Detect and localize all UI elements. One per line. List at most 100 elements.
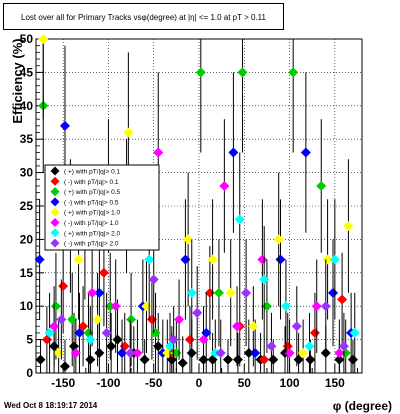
data-point [234, 214, 245, 225]
data-point [309, 327, 320, 338]
y-tick-label: 20 [20, 232, 34, 246]
data-point [165, 341, 176, 352]
legend-label: ( -) with pT/|q|> 0.1 [64, 179, 119, 186]
data-point [232, 354, 243, 365]
data-point [293, 354, 304, 365]
data-point [67, 314, 78, 325]
data-point [125, 347, 136, 358]
data-point [87, 287, 98, 298]
data-point [153, 147, 164, 158]
data-point [174, 314, 185, 325]
legend-marker [50, 187, 60, 197]
data-point [268, 354, 279, 365]
legend: ( +) with pT/|q|> 0.1 ( -) with pT/|q|> 0… [44, 164, 160, 251]
legend-label: ( -) with pT/|q|> 2.0 [64, 241, 119, 248]
legend-label: ( +) with pT/|q|> 2.0 [64, 230, 121, 237]
data-point [74, 327, 85, 338]
data-point [349, 327, 360, 338]
chart-title: Lost over all for Primary Tracks vsφ(deg… [3, 3, 284, 30]
data-point [123, 127, 134, 138]
data-point [186, 347, 197, 358]
data-point [232, 321, 243, 332]
data-point [50, 301, 61, 312]
legend-marker [50, 166, 60, 176]
timestamp: Wed Oct 8 18:19:17 2014 [4, 401, 98, 410]
data-point [311, 301, 322, 312]
series-2 [38, 39, 351, 373]
data-point [250, 347, 261, 358]
y-tick-label: 15 [20, 266, 34, 280]
data-point [259, 354, 270, 365]
data-point [304, 341, 315, 352]
y-tick-label: 45 [20, 65, 34, 79]
data-point [70, 347, 81, 358]
data-point [192, 307, 203, 318]
data-point [338, 341, 349, 352]
data-point [248, 321, 259, 332]
legend-marker [50, 197, 60, 207]
legend-label: ( +) with pT/|q|> 0.1 [64, 169, 121, 176]
data-point [59, 361, 70, 372]
data-point [243, 347, 254, 358]
data-point [275, 254, 286, 265]
legend-label: ( +) with pT/|q|> 1.0 [64, 210, 121, 217]
legend-box [44, 164, 160, 251]
legend-marker [50, 176, 60, 186]
data-point [273, 234, 284, 245]
data-point [34, 254, 45, 265]
data-point [291, 321, 302, 332]
data-point [222, 354, 233, 365]
data-point [98, 267, 109, 278]
data-point [78, 321, 89, 332]
data-point [132, 347, 143, 358]
data-point [59, 120, 70, 131]
data-point [288, 67, 299, 78]
data-point [320, 301, 331, 312]
data-point [148, 274, 159, 285]
y-tick-label: 35 [20, 132, 34, 146]
x-axis-label: φ (degree) [332, 399, 392, 413]
legend-label: ( +) with pT/|q|> 0.5 [64, 189, 121, 196]
legend-marker [50, 218, 60, 227]
legend-label: ( -) with pT/|q|> 0.5 [64, 199, 119, 206]
x-tick-label: 50 [238, 376, 252, 390]
data-point [284, 347, 295, 358]
data-point [112, 334, 123, 345]
data-point [266, 341, 277, 352]
y-tick-label: 10 [20, 299, 34, 313]
data-point [237, 67, 248, 78]
data-point [94, 287, 105, 298]
data-point [219, 180, 230, 191]
data-point [58, 281, 69, 292]
y-tick-label: 50 [20, 32, 34, 46]
y-tick-label: 5 [26, 333, 33, 347]
data-point [117, 347, 128, 358]
data-point [49, 321, 60, 332]
x-tick-label: 0 [196, 376, 203, 390]
data-point [177, 357, 188, 368]
data-point [85, 334, 96, 345]
data-point [347, 354, 358, 365]
x-tick-label: -100 [96, 376, 120, 390]
data-point [334, 347, 345, 358]
data-point [198, 334, 209, 345]
data-point [106, 341, 117, 352]
y-tick-label: 25 [20, 199, 34, 213]
data-point [44, 327, 55, 338]
data-point [144, 254, 155, 265]
data-point [207, 254, 218, 265]
x-tick-label: -50 [145, 376, 163, 390]
data-point [126, 314, 137, 325]
series-3 [34, 45, 357, 373]
data-point [322, 254, 333, 265]
data-point [225, 287, 236, 298]
data-point [215, 347, 226, 358]
data-point [56, 314, 67, 325]
data-point [168, 334, 179, 345]
data-point [300, 147, 311, 158]
series-layer [34, 34, 360, 373]
data-point [183, 234, 194, 245]
legend-label: ( -) with pT/|q|> 1.0 [64, 220, 119, 227]
data-point [150, 327, 161, 338]
data-point [101, 327, 112, 338]
